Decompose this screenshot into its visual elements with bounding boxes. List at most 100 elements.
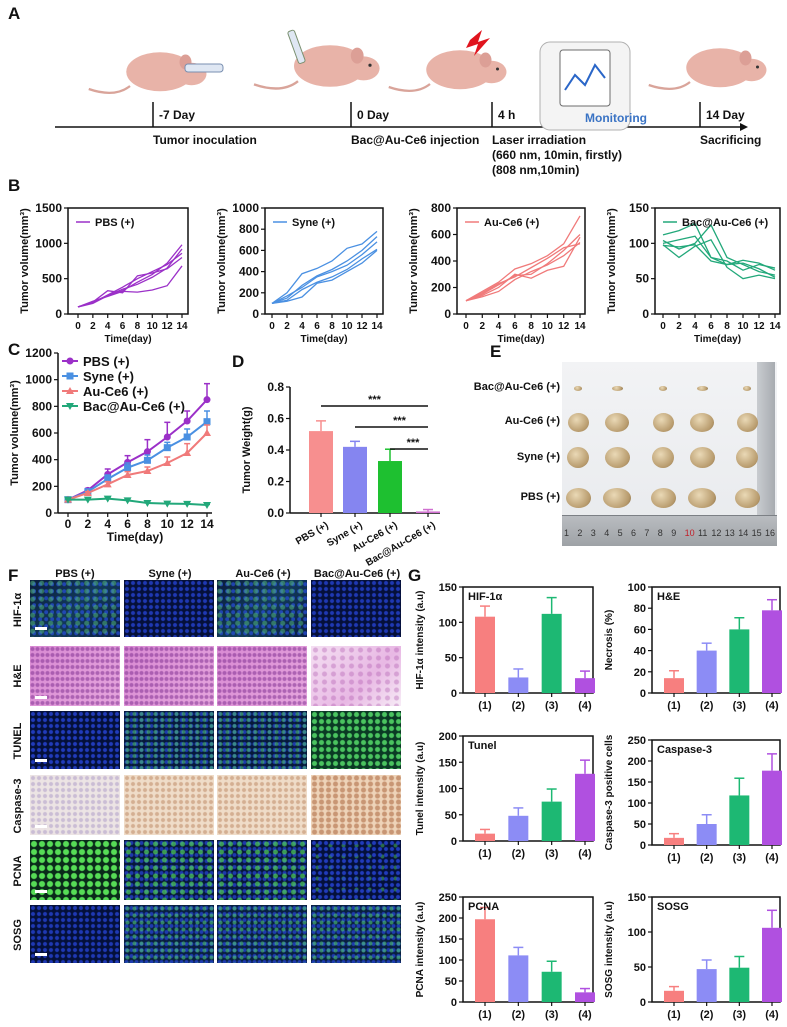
micrograph-hif1a [217,580,307,637]
panel-label-b: B [8,176,21,195]
x-tick-label: 0 [75,321,81,332]
histology-row-label: H&E [12,664,24,688]
data-point [123,497,132,505]
y-tick-label: 100 [439,955,457,967]
ruler-number: 14 [738,528,749,538]
tumor-specimen [650,488,676,508]
y-tick-label: 1000 [232,201,259,215]
data-point [103,495,112,503]
y-tick-label: 0 [45,506,52,520]
x-tick-label: 8 [329,321,335,332]
scale-bar [35,890,47,893]
y-axis-label: SOSG intensity (a.u) [604,901,615,998]
y-tick-label: 60 [634,624,646,636]
mouse-tail [648,81,691,90]
y-tick-label: 50 [445,976,457,988]
ruler-number: 11 [698,528,708,538]
data-point [203,418,211,426]
tumor-specimen [690,412,714,432]
data-point [163,444,171,452]
mouse-illustration [648,48,767,90]
y-axis-label: Tunel intensity (a.u) [415,742,426,836]
x-tick-label: 4 [105,321,111,332]
mouse-tail [388,83,431,92]
y-tick-label: 0.4 [267,443,284,457]
y-axis-label: Tumor volume(mm³) [9,380,21,486]
timeline-schematic: -7 Day Tumor inoculation 0 Day Bac@Au-Ce6 i… [55,29,767,177]
histology-row-label: PCNA [12,855,24,887]
ruler-number: 3 [590,528,596,538]
series-line [67,398,208,501]
x-tick-label: (4) [765,852,779,864]
bar [343,446,367,513]
timeline-time-label: 14 Day [706,108,745,122]
ruler-number: 8 [657,528,663,538]
x-tick-label: 14 [200,517,214,531]
ruler-number: 9 [671,528,677,538]
x-tick-label: (1) [478,1009,492,1021]
panel-label-g: G [408,566,422,585]
y-tick-label: 150 [439,757,457,769]
individual-growth-line [465,243,581,302]
x-axis-label: Time(day) [497,334,544,345]
bar [541,613,562,693]
timeline-step-sublabel: (660 nm, 10min, firstly) [492,148,622,162]
x-tick-label: 14 [371,321,383,332]
panel-label-a: A [8,4,21,23]
y-axis-label: Caspase-3 positive cells [604,734,615,850]
panel-label-f: F [8,566,19,585]
x-tick-label: 10 [147,321,159,332]
individual-growth-line [662,223,776,276]
bar [475,833,495,841]
mouse-body [426,50,494,90]
x-tick-label: 6 [512,321,518,332]
chart-title: H&E [657,591,680,603]
x-tick-label: 6 [314,321,320,332]
mouse-tail [88,85,131,94]
data-point [66,372,74,380]
data-point [183,500,192,508]
y-tick-label: 100 [439,617,457,629]
y-axis-label: PCNA intensity (a.u) [415,902,426,998]
data-point [143,456,151,464]
timeline-step-label: Laser irradiation [492,133,586,147]
ruler-number: 7 [644,528,650,538]
timeline-time-label: 0 Day [357,108,389,122]
y-axis-label: Tumor Weight(g) [241,406,253,493]
tumor-specimen [565,488,591,508]
quantification-bar-chart: 0 50 100 150 SOSG intensity (a.u) (1) (2) (3) (4… [604,892,782,1021]
y-axis-label: Necrosis (%) [604,610,615,671]
x-tick-label: 8 [724,321,730,332]
x-tick-label: 12 [162,321,174,332]
x-tick-label: (3) [733,1009,747,1021]
y-tick-label: 200 [439,731,457,743]
panel-label-e: E [490,342,502,361]
x-tick-label: 10 [737,321,749,332]
y-tick-label: 0 [451,688,457,700]
tumor-specimen [736,446,758,468]
y-tick-label: 1500 [35,201,62,215]
y-axis-label: HIF-1α intensity (a.u) [415,591,426,690]
data-point [103,480,112,488]
x-tick-label: (2) [700,1009,714,1021]
horizontal-ruler: 1 2 3 4 5 6 7 8 9 10 11 12 13 14 15 16 [562,515,777,546]
data-point [183,449,192,456]
histology-row-label: SOSG [12,919,24,951]
y-tick-label: 150 [629,201,649,215]
y-axis-label: Tumor volume(mm³) [606,208,618,314]
data-point [66,357,74,365]
x-tick-label: 14 [574,321,586,332]
y-tick-label: 0 [451,836,457,848]
micrograph-tunel [124,711,214,769]
x-axis-label: Time(day) [107,530,163,544]
photo-row-label: PBS (+) [520,491,560,503]
vertical-ruler [757,362,775,515]
x-tick-label: (4) [765,1009,779,1021]
data-point [163,433,171,441]
ruler-number: 16 [765,528,776,538]
y-tick-label: 100 [628,798,646,810]
individual-growth-line [465,215,581,302]
y-tick-label: 250 [628,735,646,747]
mouse-ear [739,50,752,66]
